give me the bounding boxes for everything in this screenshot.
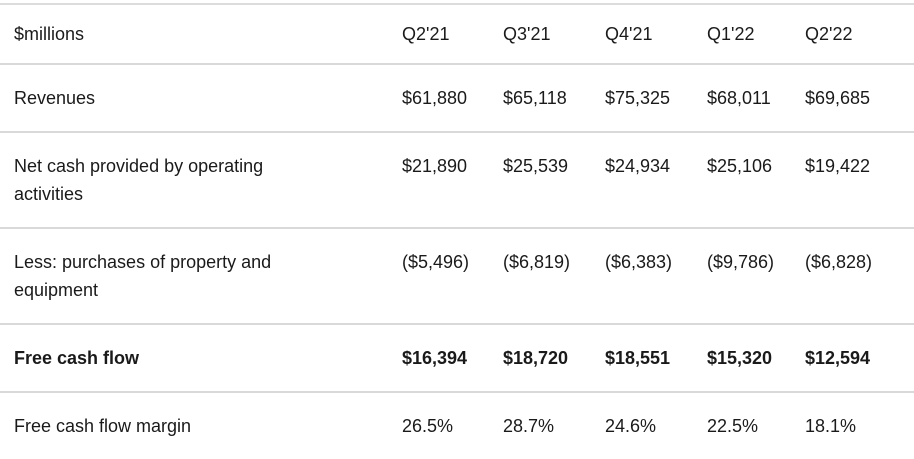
column-header-q2-22: Q2'22	[805, 24, 853, 44]
column-header-q4-21: Q4'21	[605, 24, 653, 44]
row-label-text: Less: purchases of property and equipmen…	[14, 252, 272, 300]
table-cell: $19,422	[805, 156, 871, 176]
column-header-q1-22: Q1'22	[707, 24, 755, 44]
table-cell: 28.7%	[503, 416, 555, 436]
table-cell: $18,720	[503, 348, 569, 368]
column-header-q3-21: Q3'21	[503, 24, 551, 44]
free-cash-flow-table: $millions Q2'21 Q3'21 Q4'21 Q1'22 Q2'22 …	[0, 3, 914, 459]
table-cell: $21,890	[402, 156, 468, 176]
table-cell: $69,685	[805, 88, 871, 108]
table-cell: ($6,828)	[805, 252, 873, 272]
table-cell: ($9,786)	[707, 252, 775, 272]
table-cell: $16,394	[402, 348, 468, 368]
table-cell: 18.1%	[805, 416, 857, 436]
table-cell: ($6,819)	[503, 252, 571, 272]
row-label: Less: purchases of property and equipmen…	[0, 228, 402, 324]
table-cell: $65,118	[503, 88, 567, 108]
table-cell: $25,539	[503, 156, 569, 176]
row-label-text: Net cash provided by operating activitie…	[14, 156, 264, 204]
table-row-free-cash-flow: Free cash flow $16,394 $18,720 $18,551 $…	[0, 324, 914, 392]
table-cell: $12,594	[805, 348, 871, 368]
table-row-capex: Less: purchases of property and equipmen…	[0, 228, 914, 324]
table-cell: 26.5%	[402, 416, 454, 436]
row-label: Free cash flow margin	[0, 392, 402, 459]
table-cell: $18,551	[605, 348, 671, 368]
table-cell: 22.5%	[707, 416, 759, 436]
column-header-q2-21: Q2'21	[402, 24, 450, 44]
table-header-row: $millions Q2'21 Q3'21 Q4'21 Q1'22 Q2'22	[0, 4, 914, 64]
row-label-text: Free cash flow margin	[14, 416, 192, 436]
table-cell: ($6,383)	[605, 252, 673, 272]
row-label-text: Revenues	[14, 88, 96, 108]
table-cell: ($5,496)	[402, 252, 470, 272]
table-row-operating-cash: Net cash provided by operating activitie…	[0, 132, 914, 228]
table-cell: $75,325	[605, 88, 671, 108]
row-label: Revenues	[0, 64, 402, 132]
unit-label: $millions	[14, 24, 85, 44]
table-cell: $25,106	[707, 156, 773, 176]
row-label: Free cash flow	[0, 324, 402, 392]
table-row-revenues: Revenues $61,880 $65,118 $75,325 $68,011…	[0, 64, 914, 132]
row-label-text: Free cash flow	[14, 348, 140, 368]
table-cell: 24.6%	[605, 416, 657, 436]
table-cell: $61,880	[402, 88, 468, 108]
table-row-fcf-margin: Free cash flow margin 26.5% 28.7% 24.6% …	[0, 392, 914, 459]
table-cell: $24,934	[605, 156, 671, 176]
table-cell: $68,011	[707, 88, 771, 108]
row-label: Net cash provided by operating activitie…	[0, 132, 402, 228]
table-cell: $15,320	[707, 348, 773, 368]
